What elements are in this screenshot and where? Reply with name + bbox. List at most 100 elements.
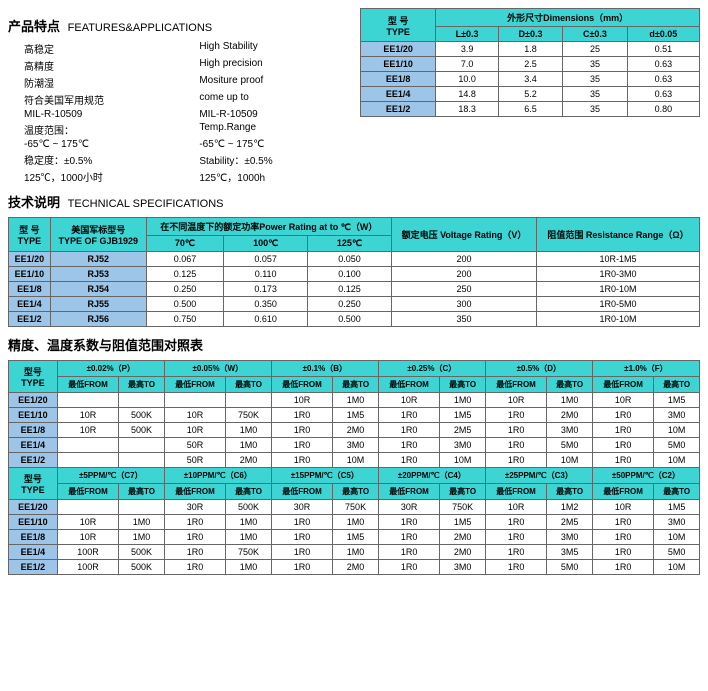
tol-value-cell: 10R [271, 393, 332, 408]
tol-group-header: ±0.02%（P） [57, 361, 164, 377]
tol-value-cell: 2M0 [440, 530, 486, 545]
spec-gjb-cell: RJ54 [50, 282, 146, 297]
tol-value-cell: 1R0 [592, 545, 653, 560]
tol-value-cell: 1M0 [333, 545, 379, 560]
tol-value-cell: 10R [164, 408, 225, 423]
spec-res-cell: 10R-1M5 [537, 252, 700, 267]
tol-value-cell: 1R0 [378, 408, 439, 423]
tol-from-header: 最低FROM [57, 377, 118, 393]
tol-group-header: ±5PPM/℃（C7） [57, 468, 164, 484]
tol-value-cell: 3M0 [654, 408, 700, 423]
tol-value-cell: 2M0 [440, 545, 486, 560]
tol-value-cell: 1R0 [592, 453, 653, 468]
tol-group-header: ±1.0%（F） [592, 361, 699, 377]
tol-group-header: ±20PPM/℃（C4） [378, 468, 485, 484]
tol-value-cell: 1R0 [485, 438, 546, 453]
tol-value-cell [57, 500, 118, 515]
tol-to-header: 最高TO [333, 484, 379, 500]
tol-value-cell: 100R [57, 560, 118, 575]
tol-type-header: 型号TYPE [9, 468, 58, 500]
tol-value-cell [57, 438, 118, 453]
tol-value-cell: 3M0 [547, 530, 593, 545]
tol-value-cell: 750K [440, 500, 486, 515]
tol-group-header: ±50PPM/℃（C2） [592, 468, 699, 484]
tol-value-cell: 1M0 [547, 393, 593, 408]
spec-volt-cell: 200 [391, 267, 536, 282]
tol-from-header: 最低FROM [164, 377, 225, 393]
tol-value-cell: 100R [57, 545, 118, 560]
feature-en: High Stability [199, 41, 344, 56]
spec-power-col: 125℃ [308, 236, 392, 252]
tol-group-header: ±0.25%（C） [378, 361, 485, 377]
spec-power-cell: 0.610 [224, 312, 308, 327]
dim-col-header: d±0.05 [627, 27, 699, 42]
tol-value-cell: 30R [271, 500, 332, 515]
spec-power-cell: 0.100 [308, 267, 392, 282]
spec-gjb-header: 美国军标型号TYPE OF GJB1929 [50, 218, 146, 252]
tol-value-cell: 1R0 [271, 438, 332, 453]
tol-from-header: 最低FROM [271, 484, 332, 500]
tol-group-header: ±0.5%（D） [485, 361, 592, 377]
dim-value-cell: 3.9 [436, 42, 498, 57]
tol-to-header: 最高TO [333, 377, 379, 393]
tol-to-header: 最高TO [547, 484, 593, 500]
tol-value-cell: 1R0 [592, 530, 653, 545]
tol-value-cell: 1R0 [485, 530, 546, 545]
tol-to-header: 最高TO [119, 484, 165, 500]
tol-value-cell: 1M0 [119, 515, 165, 530]
tol-value-cell: 2M0 [333, 560, 379, 575]
tol-value-cell: 1R0 [378, 530, 439, 545]
spec-volt-cell: 200 [391, 252, 536, 267]
spec-res-header: 阻值范围 Resistance Range（Ω） [537, 218, 700, 252]
tol-value-cell: 50R [164, 438, 225, 453]
spec-gjb-cell: RJ53 [50, 267, 146, 282]
dim-value-cell: 1.8 [498, 42, 562, 57]
tol-value-cell: 3M0 [440, 560, 486, 575]
tol-type-cell: EE1/2 [9, 560, 58, 575]
tol-value-cell [57, 393, 118, 408]
feature-en: Temp.Range [199, 122, 344, 137]
dim-type-cell: EE1/20 [361, 42, 436, 57]
tol-value-cell: 50R [164, 453, 225, 468]
tol-value-cell: 10R [57, 423, 118, 438]
tol-value-cell: 1R0 [271, 408, 332, 423]
dim-value-cell: 0.63 [627, 57, 699, 72]
tol-value-cell: 1R0 [485, 515, 546, 530]
tol-from-header: 最低FROM [271, 377, 332, 393]
tol-to-header: 最高TO [654, 377, 700, 393]
tol-value-cell: 1R0 [271, 545, 332, 560]
tol-from-header: 最低FROM [592, 377, 653, 393]
spec-res-cell: 1R0-5M0 [537, 297, 700, 312]
tol-value-cell: 10R [592, 393, 653, 408]
tol-value-cell: 1M5 [654, 393, 700, 408]
tol-to-header: 最高TO [226, 484, 272, 500]
dim-value-cell: 6.5 [498, 102, 562, 117]
tol-value-cell: 10M [654, 423, 700, 438]
feature-cn: MIL-R-10509 [24, 109, 175, 120]
tol-value-cell: 1M0 [226, 438, 272, 453]
dim-col-header: C±0.3 [563, 27, 627, 42]
dim-dimensions-header: 外形尺寸Dimensions（mm） [436, 9, 700, 27]
tol-value-cell: 5M0 [654, 438, 700, 453]
feature-cn: -65℃ ~ 175℃ [24, 139, 175, 150]
spec-power-cell: 0.050 [308, 252, 392, 267]
spec-power-cell: 0.250 [146, 282, 223, 297]
spec-type-cell: EE1/2 [9, 312, 51, 327]
tol-value-cell: 10M [654, 530, 700, 545]
tol-type-header: 型号TYPE [9, 361, 58, 393]
tol-to-header: 最高TO [654, 484, 700, 500]
spec-power-header: 在不同温度下的额定功率Power Rating at to ℃（W） [146, 218, 391, 236]
dim-value-cell: 18.3 [436, 102, 498, 117]
tol-value-cell: 10M [440, 453, 486, 468]
tol-value-cell: 3M0 [654, 515, 700, 530]
tol-from-header: 最低FROM [378, 484, 439, 500]
tol-value-cell: 1R0 [164, 530, 225, 545]
feature-en: MIL-R-10509 [199, 109, 344, 120]
tol-from-header: 最低FROM [592, 484, 653, 500]
spec-res-cell: 1R0-10M [537, 282, 700, 297]
tol-value-cell: 3M0 [547, 423, 593, 438]
tol-value-cell: 1R0 [378, 545, 439, 560]
tol-to-header: 最高TO [440, 377, 486, 393]
tol-value-cell: 3M0 [440, 438, 486, 453]
spec-power-col: 100℃ [224, 236, 308, 252]
